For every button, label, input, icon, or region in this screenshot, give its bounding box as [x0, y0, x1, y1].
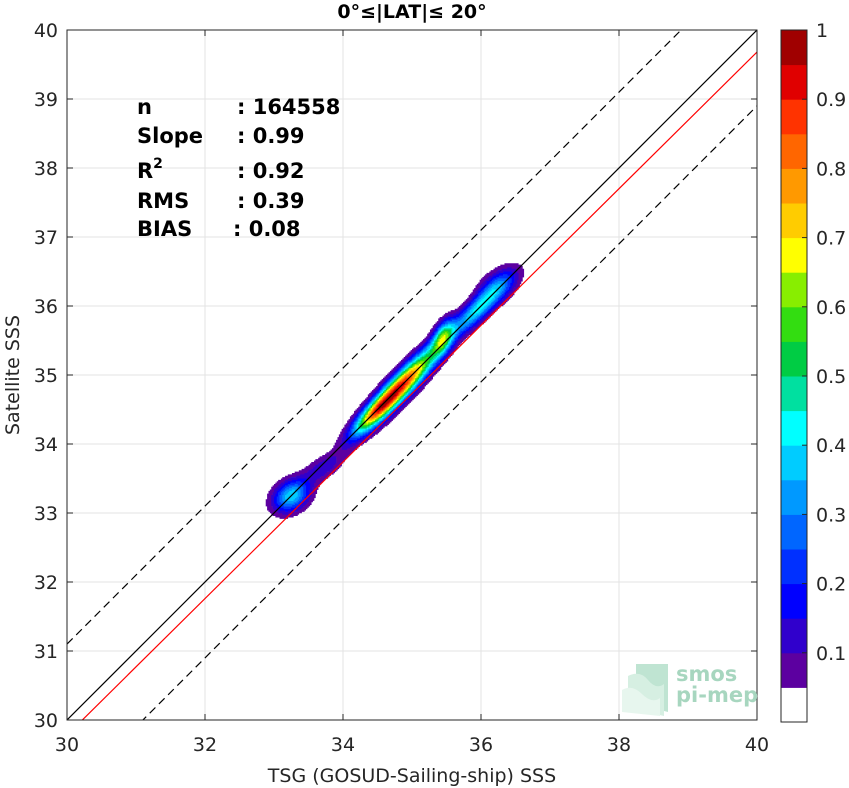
- reference-lines: [67, 30, 757, 720]
- colorbar: 0.1 0.2 0.3 0.4 0.5 0.6 0.7 0.8 0.9 1: [780, 20, 846, 723]
- colorbar-swatch: [781, 99, 807, 135]
- colorbar-tick-label: 0.7: [816, 228, 846, 250]
- y-tick-label: 31: [34, 641, 58, 663]
- y-tick-label: 39: [34, 89, 58, 111]
- colorbar-swatch: [781, 133, 807, 169]
- stat-value: : 0.99: [237, 124, 305, 148]
- x-tick-label: 30: [55, 734, 79, 756]
- y-axis-label: Satellite SSS: [2, 315, 24, 435]
- y-tick-label: 36: [34, 296, 58, 318]
- colorbar-swatch: [781, 514, 807, 550]
- x-axis-label: TSG (GOSUD-Sailing-ship) SSS: [267, 765, 556, 787]
- x-tick-label: 34: [331, 734, 355, 756]
- colorbar-swatch: [781, 341, 807, 377]
- colorbar-tick-label: 0.4: [816, 435, 846, 457]
- y-axis-ticks: 30 31 32 33 34 35 36 37 38 39 40: [34, 20, 757, 732]
- y-tick-label: 37: [34, 227, 58, 249]
- stat-value: : 0.92: [237, 159, 305, 183]
- colorbar-swatch: [781, 30, 807, 66]
- grid-lines: [66, 29, 758, 721]
- y-tick-label: 30: [34, 710, 58, 732]
- y-tick-label: 32: [34, 572, 58, 594]
- stat-value: : 0.39: [237, 189, 305, 213]
- smos-pi-mep-logo: smos pi-mep: [622, 662, 758, 716]
- colorbar-swatch: [781, 687, 807, 723]
- colorbar-swatch: [781, 583, 807, 619]
- colorbar-swatch: [781, 652, 807, 688]
- y-tick-label: 35: [34, 365, 58, 387]
- logo-waves-icon: [622, 664, 668, 716]
- colorbar-swatch: [781, 237, 807, 273]
- reference-line-upper-bound: [67, 30, 682, 645]
- colorbar-swatch: [781, 203, 807, 239]
- logo-text-line1: smos: [676, 662, 737, 686]
- colorbar-swatch: [781, 168, 807, 204]
- chart-title: 0°≤|LAT|≤ 20°: [337, 1, 486, 23]
- colorbar-tick-label: 1: [816, 20, 828, 42]
- stat-label: BIAS: [137, 217, 192, 241]
- x-tick-label: 32: [193, 734, 217, 756]
- colorbar-swatch: [781, 479, 807, 515]
- x-axis-ticks: 30 32 34 36 38 40: [55, 30, 769, 756]
- logo-text-line2: pi-mep: [676, 683, 758, 707]
- colorbar-tick-label: 0.6: [816, 297, 846, 319]
- reference-line-identity: [67, 30, 757, 720]
- colorbar-swatch: [781, 618, 807, 654]
- stat-value: : 0.08: [233, 217, 301, 241]
- y-tick-label: 33: [34, 503, 58, 525]
- x-tick-label: 36: [469, 734, 493, 756]
- colorbar-tick-label: 0.2: [816, 574, 846, 596]
- colorbar-tick-label: 0.1: [816, 643, 846, 665]
- stat-label-superscript: 2: [153, 156, 163, 172]
- y-tick-label: 34: [34, 434, 58, 456]
- reference-line-lower-bound: [142, 105, 757, 720]
- reference-line-regression: [81, 51, 757, 720]
- colorbar-swatch: [781, 376, 807, 412]
- colorbar-swatch: [781, 306, 807, 342]
- colorbar-swatch: [781, 272, 807, 308]
- stat-label: n: [137, 95, 152, 119]
- colorbar-swatch: [781, 410, 807, 446]
- colorbar-swatch: [781, 549, 807, 585]
- stat-label: RMS: [137, 189, 189, 213]
- y-tick-label: 40: [34, 20, 58, 42]
- x-tick-label: 38: [607, 734, 631, 756]
- colorbar-tick-label: 0.9: [816, 89, 846, 111]
- stat-label: Slope: [137, 124, 203, 148]
- colorbar-swatch: [781, 64, 807, 100]
- colorbar-swatch: [781, 445, 807, 481]
- stat-value: : 164558: [237, 95, 340, 119]
- x-tick-label: 40: [745, 734, 769, 756]
- colorbar-tick-label: 0.5: [816, 366, 846, 388]
- density-level-0.05: [265, 263, 525, 519]
- colorbar-tick-label: 0.3: [816, 504, 846, 526]
- colorbar-tick-label: 0.8: [816, 158, 846, 180]
- y-tick-label: 38: [34, 158, 58, 180]
